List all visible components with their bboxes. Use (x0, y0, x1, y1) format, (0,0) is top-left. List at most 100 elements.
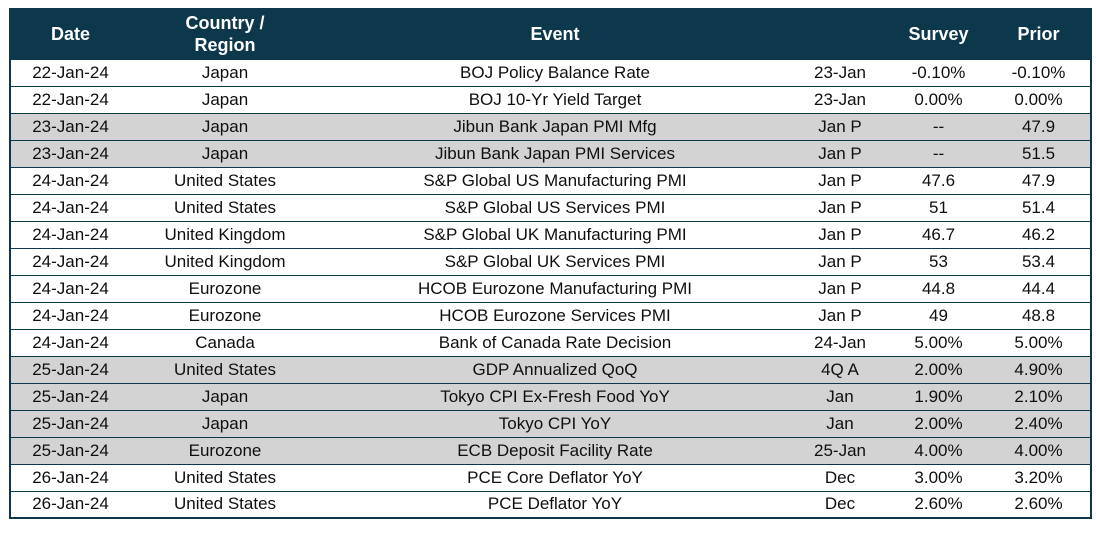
column-header-period (790, 9, 890, 59)
column-header-event: Event (320, 9, 790, 59)
cell-region: Japan (130, 112, 320, 140)
cell-region: Japan (130, 58, 320, 86)
cell-prior: 51.4 (987, 193, 1091, 221)
table-row: 23-Jan-24 Japan Jibun Bank Japan PMI Mfg Ja… (10, 112, 1091, 140)
cell-period: Jan P (790, 193, 890, 221)
cell-survey: 51 (890, 193, 987, 221)
cell-event: HCOB Eurozone Services PMI (320, 301, 790, 329)
cell-survey: 44.8 (890, 274, 987, 302)
cell-survey: -- (890, 112, 987, 140)
table-row: 24-Jan-24 United Kingdom S&P Global UK Ser… (10, 247, 1091, 275)
cell-event: S&P Global US Manufacturing PMI (320, 166, 790, 194)
cell-survey: 46.7 (890, 220, 987, 248)
cell-prior: 2.40% (987, 409, 1091, 437)
table-row: 24-Jan-24 Eurozone HCOB Eurozone Services … (10, 301, 1091, 329)
cell-event: PCE Deflator YoY (320, 490, 790, 518)
cell-region: United Kingdom (130, 220, 320, 248)
cell-survey: 3.00% (890, 463, 987, 491)
cell-period: Jan P (790, 112, 890, 140)
column-header-region: Country / Region (130, 9, 320, 59)
cell-prior: 4.90% (987, 355, 1091, 383)
cell-survey: 1.90% (890, 382, 987, 410)
cell-period: Jan (790, 409, 890, 437)
table-header-row: Date Country / Region Event Survey Prior (10, 9, 1091, 59)
table-row: 25-Jan-24 Japan Tokyo CPI YoY Jan 2.00% 2.40% (10, 409, 1091, 437)
cell-period: Jan P (790, 247, 890, 275)
cell-survey: 4.00% (890, 436, 987, 464)
column-header-date: Date (10, 9, 130, 59)
cell-prior: 0.00% (987, 85, 1091, 113)
cell-event: S&P Global UK Manufacturing PMI (320, 220, 790, 248)
cell-date: 24-Jan-24 (10, 301, 130, 329)
cell-event: Jibun Bank Japan PMI Mfg (320, 112, 790, 140)
cell-prior: 4.00% (987, 436, 1091, 464)
cell-date: 23-Jan-24 (10, 112, 130, 140)
cell-date: 25-Jan-24 (10, 382, 130, 410)
table-row: 24-Jan-24 Canada Bank of Canada Rate Decis… (10, 328, 1091, 356)
cell-survey: 53 (890, 247, 987, 275)
cell-period: Jan P (790, 274, 890, 302)
table-body: 22-Jan-24 Japan BOJ Policy Balance Rate 23-… (10, 58, 1091, 518)
cell-prior: 51.5 (987, 139, 1091, 167)
cell-period: Jan P (790, 220, 890, 248)
cell-date: 25-Jan-24 (10, 355, 130, 383)
column-header-prior: Prior (987, 9, 1091, 59)
cell-date: 22-Jan-24 (10, 85, 130, 113)
cell-prior: 5.00% (987, 328, 1091, 356)
cell-survey: 2.00% (890, 355, 987, 383)
cell-event: ECB Deposit Facility Rate (320, 436, 790, 464)
cell-event: PCE Core Deflator YoY (320, 463, 790, 491)
cell-date: 24-Jan-24 (10, 193, 130, 221)
table-row: 22-Jan-24 Japan BOJ Policy Balance Rate 23-… (10, 58, 1091, 86)
cell-period: Jan (790, 382, 890, 410)
cell-survey: 49 (890, 301, 987, 329)
cell-prior: 47.9 (987, 166, 1091, 194)
cell-prior: 2.10% (987, 382, 1091, 410)
cell-event: Jibun Bank Japan PMI Services (320, 139, 790, 167)
cell-date: 22-Jan-24 (10, 58, 130, 86)
cell-survey: 5.00% (890, 328, 987, 356)
cell-event: S&P Global US Services PMI (320, 193, 790, 221)
table-row: 24-Jan-24 United Kingdom S&P Global UK Man… (10, 220, 1091, 248)
cell-region: Canada (130, 328, 320, 356)
cell-region: Japan (130, 409, 320, 437)
column-header-survey: Survey (890, 9, 987, 59)
cell-survey: 0.00% (890, 85, 987, 113)
cell-period: 4Q A (790, 355, 890, 383)
cell-region: Eurozone (130, 436, 320, 464)
cell-date: 24-Jan-24 (10, 274, 130, 302)
table-row: 25-Jan-24 Eurozone ECB Deposit Facility Ra… (10, 436, 1091, 464)
cell-region: United States (130, 490, 320, 518)
cell-date: 24-Jan-24 (10, 328, 130, 356)
cell-region: United Kingdom (130, 247, 320, 275)
cell-date: 26-Jan-24 (10, 490, 130, 518)
cell-event: S&P Global UK Services PMI (320, 247, 790, 275)
economic-calendar-table: Date Country / Region Event Survey Prior… (9, 8, 1092, 519)
cell-prior: 3.20% (987, 463, 1091, 491)
table-row: 23-Jan-24 Japan Jibun Bank Japan PMI Servi… (10, 139, 1091, 167)
cell-date: 26-Jan-24 (10, 463, 130, 491)
cell-region: United States (130, 355, 320, 383)
cell-period: 23-Jan (790, 85, 890, 113)
table-row: 24-Jan-24 United States S&P Global US Manu… (10, 166, 1091, 194)
cell-period: 24-Jan (790, 328, 890, 356)
cell-period: Dec (790, 490, 890, 518)
cell-survey: -- (890, 139, 987, 167)
cell-prior: -0.10% (987, 58, 1091, 86)
cell-prior: 47.9 (987, 112, 1091, 140)
cell-event: Tokyo CPI Ex-Fresh Food YoY (320, 382, 790, 410)
cell-period: Dec (790, 463, 890, 491)
cell-date: 24-Jan-24 (10, 166, 130, 194)
cell-survey: 47.6 (890, 166, 987, 194)
cell-event: Tokyo CPI YoY (320, 409, 790, 437)
cell-survey: -0.10% (890, 58, 987, 86)
table-row: 25-Jan-24 United States GDP Annualized QoQ… (10, 355, 1091, 383)
cell-prior: 46.2 (987, 220, 1091, 248)
cell-region: United States (130, 193, 320, 221)
cell-region: United States (130, 463, 320, 491)
table-row: 25-Jan-24 Japan Tokyo CPI Ex-Fresh Food Yo… (10, 382, 1091, 410)
cell-period: Jan P (790, 166, 890, 194)
cell-period: 25-Jan (790, 436, 890, 464)
cell-date: 25-Jan-24 (10, 409, 130, 437)
cell-region: Japan (130, 382, 320, 410)
